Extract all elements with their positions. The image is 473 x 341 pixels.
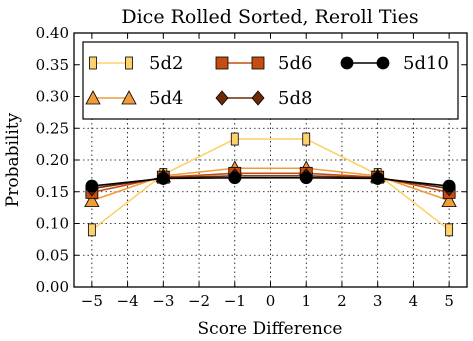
data-point-5d2 — [445, 223, 454, 237]
x-tick-label: 3 — [373, 292, 383, 310]
legend-marker-5d8 — [215, 90, 229, 106]
legend: 5d2 5d4 5d6 5d8 5d10 — [82, 41, 459, 120]
y-tick-label: 0.15 — [36, 183, 69, 201]
x-tick-label: 5 — [444, 292, 454, 310]
legend-label-5d2: 5d2 — [149, 53, 183, 74]
grid — [74, 32, 467, 288]
legend-marker-5d4 — [85, 90, 101, 105]
series-layer — [84, 132, 457, 237]
x-axis-title: Score Difference — [198, 319, 343, 339]
legend-label-5d6: 5d6 — [278, 53, 312, 74]
data-point-5d2 — [302, 132, 311, 146]
y-tick-label: 0.20 — [36, 151, 69, 169]
legend-label-5d10: 5d10 — [403, 53, 449, 74]
legend-marker-5d10 — [340, 56, 354, 70]
x-tick-label: −3 — [152, 292, 174, 310]
x-tick-label: −5 — [81, 292, 103, 310]
y-tick-label: 0.05 — [36, 246, 69, 264]
series-line-5d10 — [91, 176, 450, 187]
x-tick-label: −4 — [117, 292, 139, 310]
legend-marker-5d6 — [215, 56, 229, 70]
y-tick-label: 0.10 — [36, 215, 69, 233]
y-tick-label: 0.40 — [36, 24, 69, 42]
legend-marker-5d4 — [121, 90, 137, 105]
y-tick-label: 0.35 — [36, 56, 69, 74]
data-point-5d10 — [85, 179, 99, 193]
legend-marker-5d6 — [251, 56, 265, 70]
chart-title: Dice Rolled Sorted, Reroll Ties — [121, 6, 418, 28]
data-point-5d2 — [87, 223, 96, 237]
data-point-5d10 — [442, 179, 456, 193]
data-point-5d2 — [230, 132, 239, 146]
legend-marker-5d2 — [125, 56, 133, 70]
legend-marker-5d10 — [376, 56, 390, 70]
y-tick-label: 0.00 — [36, 278, 69, 296]
x-tick-label: −1 — [224, 292, 246, 310]
data-point-5d10 — [156, 172, 170, 185]
series-line-5d2 — [91, 138, 450, 231]
legend-label-5d4: 5d4 — [149, 88, 183, 109]
y-tick-label: 0.25 — [36, 119, 69, 137]
legend-box — [82, 41, 459, 120]
legend-marker-5d2 — [89, 56, 97, 70]
data-point-5d10 — [228, 171, 242, 185]
data-point-5d10 — [371, 172, 385, 185]
axis-ticks: −5 −4 −3 −2 −1 0 1 2 3 4 5 0.00 0.05 0.10 0.15 0.20 0.25… — [36, 24, 467, 310]
y-axis-title: Probability — [3, 112, 23, 207]
x-tick-label: 2 — [337, 292, 347, 310]
x-tick-label: 1 — [301, 292, 311, 310]
data-point-5d4 — [84, 192, 100, 208]
y-tick-label: 0.30 — [36, 88, 69, 106]
x-tick-label: −2 — [188, 292, 210, 310]
legend-marker-5d8 — [251, 90, 265, 106]
x-tick-label: 0 — [266, 292, 276, 310]
legend-label-5d8: 5d8 — [278, 88, 312, 109]
x-tick-label: 4 — [409, 292, 419, 310]
data-point-5d10 — [299, 171, 313, 185]
data-point-5d4 — [441, 192, 457, 208]
